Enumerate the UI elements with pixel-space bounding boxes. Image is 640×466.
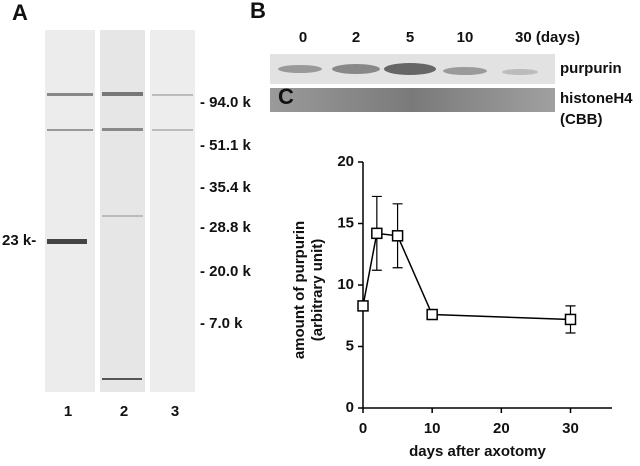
day-label: 2	[352, 29, 360, 46]
lane-label: 1	[64, 403, 72, 420]
x-tick-label: 0	[359, 420, 367, 437]
y-axis-label: (arbitrary unit)	[309, 239, 326, 342]
marker-label: - 20.0 k	[200, 263, 252, 280]
day-label: 30 (days)	[515, 29, 580, 46]
data-point	[391, 230, 404, 242]
data-point	[564, 313, 577, 326]
panel-label: A	[12, 0, 28, 25]
day-label: 0	[299, 29, 307, 46]
blot	[270, 54, 555, 112]
x-tick-label: 10	[424, 420, 441, 437]
row-label: purpurin	[560, 60, 622, 77]
y-tick-label: 10	[337, 276, 354, 293]
y-tick-label: 15	[337, 214, 354, 231]
y-tick-label: 20	[337, 153, 354, 170]
row-label: histoneH4	[560, 90, 633, 107]
lane-label: 2	[120, 403, 128, 420]
day-label: 10	[457, 29, 474, 46]
marker-label: - 7.0 k	[200, 315, 243, 332]
x-tick-label: 30	[562, 420, 579, 437]
panel-label: C	[278, 84, 294, 109]
x-tick-label: 20	[493, 420, 510, 437]
y-tick-label: 0	[346, 399, 354, 416]
data-point	[426, 308, 438, 321]
band-label: 23 k-	[2, 232, 36, 249]
gel	[45, 30, 195, 392]
data-line	[362, 232, 571, 321]
marker-label: - 35.4 k	[200, 179, 252, 196]
y-axis-label: amount of purpurin	[291, 221, 308, 359]
lane-label: 3	[171, 403, 179, 420]
row-label: (CBB)	[560, 111, 603, 128]
marker-label: - 94.0 k	[200, 94, 252, 111]
x-axis-label: days after axotomy	[409, 443, 546, 460]
day-label: 5	[406, 29, 414, 46]
marker-label: - 51.1 k	[200, 137, 252, 154]
marker-label: - 28.8 k	[200, 219, 252, 236]
data-point	[357, 300, 369, 312]
y-tick-label: 5	[346, 337, 354, 354]
panel-label: B	[250, 0, 266, 23]
data-point	[371, 227, 383, 240]
